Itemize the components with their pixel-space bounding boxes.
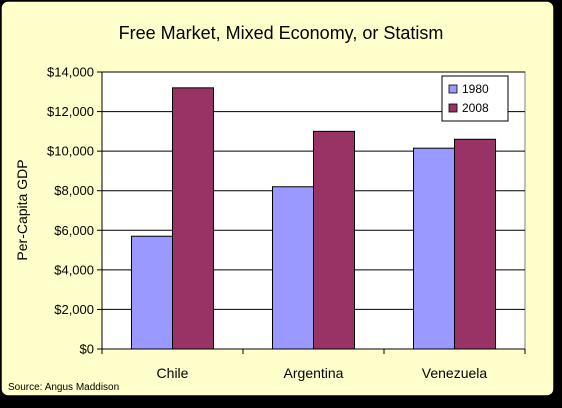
- x-tick-label: Chile: [157, 365, 189, 381]
- x-tick-label: Argentina: [284, 365, 344, 381]
- bars: [131, 87, 496, 350]
- y-tick-label: $8,000: [54, 183, 94, 198]
- legend-swatch-2008: [448, 103, 458, 113]
- x-tick-label: Venezuela: [422, 365, 488, 381]
- y-axis-label: Per-Capita GDP: [14, 159, 30, 260]
- legend-swatch-1980: [448, 84, 458, 94]
- y-tick-label: $4,000: [54, 262, 94, 277]
- y-tick-label: $12,000: [47, 104, 94, 119]
- legend-box: [441, 75, 509, 122]
- y-tick-label: $2,000: [54, 302, 94, 317]
- y-tick-label: $14,000: [47, 65, 94, 80]
- chart-title: Free Market, Mixed Economy, or Statism: [119, 23, 444, 43]
- x-axis-ticks: Chile Argentina Venezuela: [101, 348, 526, 381]
- source-note: Source: Angus Maddison: [8, 382, 119, 393]
- y-tick-label: $0: [80, 342, 94, 357]
- legend-label-2008: 2008: [462, 101, 489, 115]
- bar-venezuela-2008: [454, 138, 496, 350]
- legend-label-1980: 1980: [462, 82, 489, 96]
- y-tick-label: $10,000: [47, 144, 94, 159]
- bar-argentina-1980: [272, 186, 314, 350]
- bar-argentina-2008: [313, 130, 355, 350]
- y-tick-label: $6,000: [54, 223, 94, 238]
- bar-chile-1980: [131, 235, 173, 350]
- y-axis-ticks: $0 $2,000 $4,000 $6,000 $8,000 $10,000 $12,000…: [47, 65, 103, 357]
- bar-chile-2008: [172, 87, 214, 350]
- legend: 1980 2008: [441, 75, 509, 122]
- bar-venezuela-1980: [413, 147, 455, 350]
